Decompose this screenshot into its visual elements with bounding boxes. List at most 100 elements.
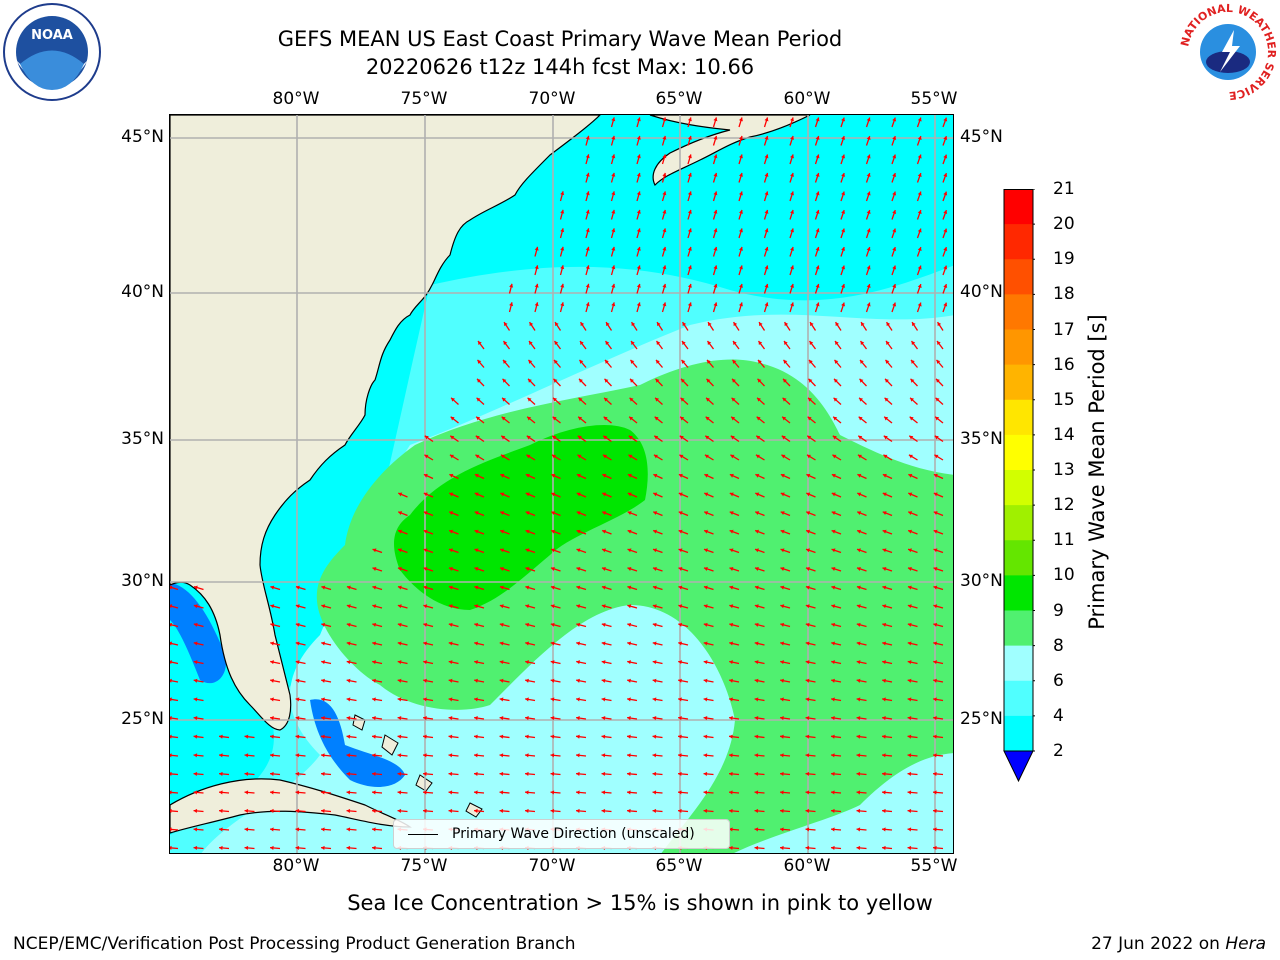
wave-arrow-head <box>892 284 897 288</box>
wave-arrow-head <box>678 641 683 646</box>
wave-arrow-head <box>652 641 657 646</box>
wave-arrow-head <box>780 585 785 590</box>
credit-text: NCEP/EMC/Verification Post Processing Pr… <box>13 934 576 954</box>
wave-arrow-head <box>738 135 743 140</box>
wave-arrow-head <box>611 154 616 159</box>
wave-arrow-head <box>219 808 223 813</box>
wave-arrow-head <box>860 340 865 345</box>
wave-arrow-head <box>474 492 479 497</box>
wave-arrow-head <box>934 454 939 459</box>
wave-arrow-head <box>917 228 922 233</box>
wave-arrow-head <box>605 340 610 345</box>
wave-arrow-head <box>652 808 657 813</box>
wave-arrow-head <box>933 473 938 478</box>
wave-arrow-head <box>857 454 862 459</box>
wave-arrow-head <box>764 246 769 251</box>
wave-arrow-head <box>815 154 820 159</box>
wave-arrow-head <box>678 697 682 702</box>
wave-arrow-head <box>474 473 479 478</box>
wave-arrow-head <box>815 173 820 177</box>
wave-arrow-head <box>550 753 555 758</box>
wave-arrow-head <box>448 567 453 571</box>
wave-arrow-head <box>856 697 861 702</box>
wave-arrow-head <box>423 678 427 683</box>
wave-arrow-head <box>782 416 787 421</box>
wave-arrow-head <box>682 340 686 345</box>
wave-arrow-head <box>917 210 922 214</box>
wave-arrow-head <box>270 660 274 665</box>
wave-arrow-head <box>907 660 912 665</box>
wave-arrow-head <box>815 210 820 214</box>
wave-arrow-head <box>550 678 555 683</box>
wave-arrow-head <box>527 397 532 402</box>
wave-arrow-head <box>704 529 709 534</box>
wave-arrow-head <box>780 641 785 646</box>
wave-arrow-head <box>576 511 581 515</box>
wave-arrow-head <box>934 435 939 440</box>
wave-arrow-head <box>170 678 172 683</box>
wave-arrow-head <box>372 641 377 646</box>
lon-label-bottom: 55°W <box>910 856 958 876</box>
wave-arrow-head <box>580 322 585 327</box>
wave-arrow-head <box>550 660 555 665</box>
wave-arrow-head <box>831 529 836 534</box>
wave-arrow-head <box>662 246 667 251</box>
wave-arrow-head <box>703 716 708 721</box>
wave-arrow-head <box>295 585 300 590</box>
wave-arrow-head <box>576 492 581 497</box>
wave-arrow-head <box>729 511 734 515</box>
wave-arrow-head <box>474 529 479 534</box>
wave-arrow-head <box>755 511 760 515</box>
wave-arrow-head <box>678 548 683 553</box>
wave-arrow <box>170 642 179 646</box>
wave-arrow-head <box>636 283 641 288</box>
wave-arrow-head <box>707 340 712 345</box>
wave-arrow-head <box>815 117 820 122</box>
wave-arrow-head <box>170 827 172 832</box>
wave-arrow-head <box>790 283 794 288</box>
wave-arrow-head <box>732 378 736 383</box>
wave-arrow-head <box>525 753 529 758</box>
wave-arrow-head <box>580 340 584 345</box>
wave-arrow-head <box>509 283 514 288</box>
wave-arrow-head <box>449 454 454 459</box>
wave-arrow-head <box>729 845 733 850</box>
lat-label-left: 25°N <box>121 709 164 729</box>
wave-arrow-head <box>474 567 479 571</box>
wave-arrow-head <box>907 567 912 571</box>
wave-arrow-head <box>703 567 708 571</box>
wave-arrow-head <box>474 548 479 553</box>
wave-arrow-head <box>908 529 913 534</box>
wave-arrow-head <box>780 678 784 683</box>
wave-arrow-head <box>525 678 529 683</box>
wave-arrow-head <box>704 492 709 497</box>
wave-arrow-head <box>219 790 223 795</box>
wave-arrow-head <box>713 265 718 270</box>
wave-arrow-head <box>576 641 581 646</box>
wave-arrow-head <box>529 340 533 345</box>
wave-arrow-head <box>193 641 198 646</box>
wave-arrow-head <box>662 228 667 233</box>
wave-arrow-head <box>935 397 940 402</box>
wave-arrow-head <box>713 191 718 196</box>
colorbar-tick-label: 2 <box>1053 741 1064 761</box>
wave-arrow <box>170 661 179 665</box>
wave-arrow-head <box>652 734 657 739</box>
wave-arrow-head <box>831 808 835 813</box>
wave-arrow-head <box>474 734 478 739</box>
wave-arrow-head <box>831 660 835 665</box>
wave-arrow-head <box>680 416 685 421</box>
wave-arrow-head <box>780 790 784 795</box>
wave-arrow-head <box>882 548 887 553</box>
wave-arrow-head <box>579 359 584 364</box>
wave-arrow-head <box>579 378 583 383</box>
wave-arrow-head <box>856 771 861 776</box>
wave-arrow-head <box>917 302 922 307</box>
wave-arrow-head <box>754 660 759 665</box>
wave-arrow-head <box>731 416 736 421</box>
colorbar-tick-label: 10 <box>1053 565 1075 586</box>
wave-arrow-head <box>576 585 581 590</box>
wave-arrow-head <box>423 567 428 571</box>
wave-arrow-head <box>629 416 634 421</box>
wave-arrow-head <box>627 492 632 497</box>
